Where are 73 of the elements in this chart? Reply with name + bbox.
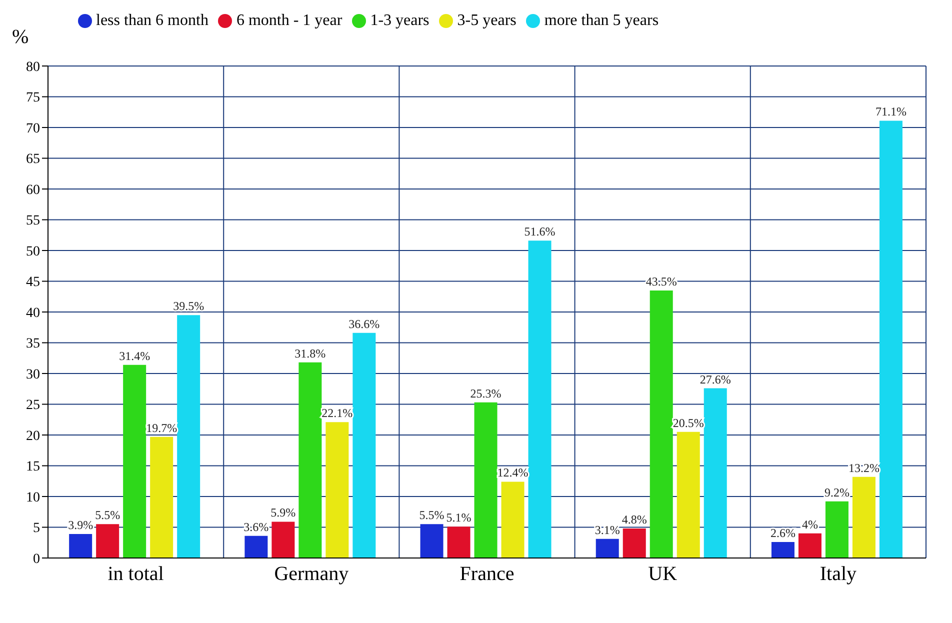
data-label: 12.4%	[497, 466, 528, 480]
bar	[96, 524, 120, 558]
bar	[852, 476, 876, 558]
bar	[650, 290, 673, 558]
data-label: 9.2%	[824, 485, 850, 500]
y-tick-label: 40	[26, 306, 40, 321]
y-axis-title: %	[12, 26, 29, 49]
bar	[447, 526, 470, 558]
x-tick-label: in total	[108, 563, 164, 586]
y-tick-label: 70	[26, 121, 40, 136]
data-label: 20.5%	[672, 416, 704, 430]
data-label: 31.8%	[294, 346, 326, 360]
y-tick-label: 35	[26, 336, 40, 352]
x-tick-label: Italy	[820, 563, 857, 586]
data-label: 31.4%	[119, 348, 150, 363]
data-label: 25.3%	[470, 386, 502, 400]
x-tick-label: Germany	[274, 563, 349, 586]
bar	[596, 538, 619, 558]
bar	[150, 436, 174, 558]
y-tick-label: 50	[26, 244, 40, 260]
legend-label: 3-5 years	[457, 12, 516, 29]
y-tick-label: 65	[26, 152, 40, 168]
data-label: 71.1%	[875, 104, 906, 119]
x-tick-label: UK	[648, 563, 678, 586]
y-tick-label: 5	[33, 521, 40, 536]
bar	[704, 388, 727, 558]
y-tick-label: 60	[26, 182, 40, 198]
bar	[501, 482, 524, 558]
data-label: 5.1%	[446, 510, 472, 525]
bar	[798, 533, 822, 558]
legend-label: 6 month - 1 year	[236, 12, 342, 29]
bar	[825, 501, 848, 558]
data-label: 39.5%	[173, 299, 204, 314]
bar	[420, 524, 444, 558]
data-label: 51.6%	[524, 224, 556, 239]
data-label: 22.1%	[322, 406, 353, 420]
bar	[177, 315, 200, 558]
data-label: 5.5%	[419, 508, 444, 522]
y-tick-label: 55	[26, 214, 40, 229]
bar	[244, 536, 268, 558]
bar	[123, 364, 146, 558]
bar	[352, 332, 376, 558]
bar	[474, 402, 498, 558]
y-tick-label: 75	[26, 90, 40, 106]
bar	[879, 120, 902, 558]
y-tick-label: 25	[26, 398, 40, 414]
data-label: 5.9%	[270, 506, 296, 520]
y-tick-label: 30	[26, 367, 40, 382]
y-tick-label: 80	[26, 60, 40, 75]
x-tick-label: France	[460, 563, 514, 586]
bar	[298, 362, 322, 558]
data-label: 5.5%	[95, 508, 120, 522]
bar	[676, 432, 700, 558]
bar	[326, 422, 349, 558]
bar	[69, 534, 92, 558]
legend-label: more than 5 years	[544, 12, 659, 29]
legend-label: 1-3 years	[370, 12, 430, 29]
bar	[272, 522, 295, 558]
y-tick-label: 0	[33, 552, 40, 567]
data-label: 2.6%	[770, 526, 796, 540]
y-tick-label: 45	[26, 275, 40, 290]
data-label: 3.1%	[594, 522, 620, 537]
data-label: 27.6%	[700, 372, 731, 386]
y-tick-label: 15	[26, 460, 40, 475]
bar	[528, 240, 552, 558]
data-label: 36.6%	[348, 316, 380, 331]
legend-label: less than 6 month	[96, 12, 208, 29]
data-label: 4.8%	[622, 512, 647, 526]
y-tick-label: 10	[26, 490, 40, 506]
bar	[622, 528, 646, 558]
bar	[771, 542, 794, 558]
data-label: 19.7%	[146, 420, 178, 435]
y-tick-label: 20	[26, 428, 40, 444]
